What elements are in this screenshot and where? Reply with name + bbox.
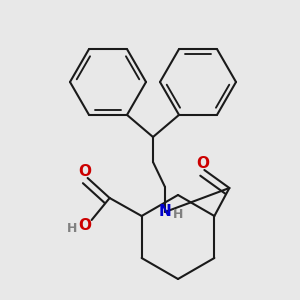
Text: H: H <box>173 208 183 220</box>
Text: O: O <box>78 218 91 233</box>
Text: H: H <box>66 221 77 235</box>
Text: N: N <box>159 205 171 220</box>
Text: O: O <box>78 164 91 178</box>
Text: O: O <box>196 155 209 170</box>
